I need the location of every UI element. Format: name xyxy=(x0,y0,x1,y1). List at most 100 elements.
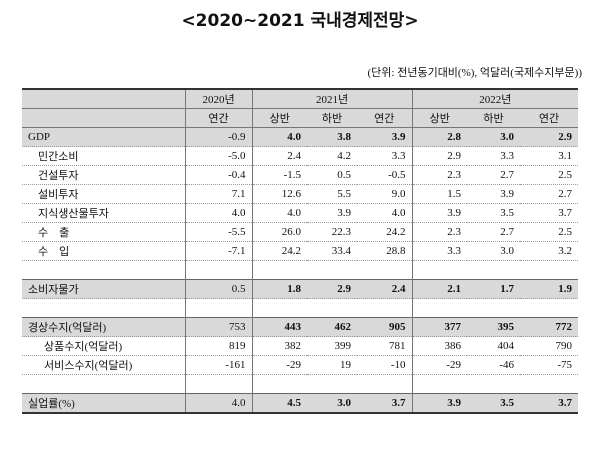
value-cell: 2.9 xyxy=(411,146,468,166)
value-cell: -0.9 xyxy=(184,127,252,147)
value-cell: -5.0 xyxy=(184,146,252,166)
value-cell: -10 xyxy=(357,355,413,375)
header-cell xyxy=(22,108,185,128)
empty-cell xyxy=(251,260,307,280)
data-row: GDP -0.9 4.0 3.8 3.9 2.8 3.0 2.9 xyxy=(22,127,579,147)
data-row: 수 입 -7.1 24.2 33.4 28.8 3.3 3.0 3.2 xyxy=(22,241,579,261)
empty-cell xyxy=(307,260,357,280)
spacer-row xyxy=(22,298,579,318)
value-cell: -5.5 xyxy=(184,222,252,242)
period-header: 연간 xyxy=(357,108,413,128)
value-cell: 3.8 xyxy=(307,127,357,147)
value-cell: 2.8 xyxy=(411,127,468,147)
period-header: 상반 xyxy=(411,108,468,128)
value-cell: 2.7 xyxy=(520,184,579,204)
empty-cell xyxy=(520,260,579,280)
value-cell: 3.2 xyxy=(520,241,579,261)
value-cell: 3.0 xyxy=(307,393,357,414)
empty-cell xyxy=(307,298,357,318)
value-cell: 3.0 xyxy=(467,127,521,147)
value-cell: 2.4 xyxy=(357,279,413,299)
empty-cell xyxy=(520,374,579,394)
data-row: 상품수지(억달러) 819 382 399 781 386 404 790 xyxy=(22,336,579,356)
value-cell: 3.9 xyxy=(357,127,413,147)
empty-cell xyxy=(467,298,521,318)
value-cell: 2.4 xyxy=(251,146,307,166)
row-label: 설비투자 xyxy=(22,184,185,204)
value-cell: 905 xyxy=(357,317,413,337)
row-label: 상품수지(억달러) xyxy=(22,336,185,356)
value-cell: 2.7 xyxy=(467,222,521,242)
year-header: 2021년 xyxy=(251,88,413,109)
spacer-row xyxy=(22,374,579,394)
value-cell: 24.2 xyxy=(251,241,307,261)
empty-cell xyxy=(251,298,307,318)
value-cell: -29 xyxy=(411,355,468,375)
data-row: 건설투자 -0.4 -1.5 0.5 -0.5 2.3 2.7 2.5 xyxy=(22,165,579,185)
empty-cell xyxy=(520,298,579,318)
value-cell: 3.5 xyxy=(467,393,521,414)
value-cell: -0.4 xyxy=(184,165,252,185)
value-cell: 4.0 xyxy=(251,203,307,223)
value-cell: 4.0 xyxy=(251,127,307,147)
value-cell: -161 xyxy=(184,355,252,375)
data-row: 실업률(%) 4.0 4.5 3.0 3.7 3.9 3.5 3.7 xyxy=(22,393,579,414)
empty-cell xyxy=(357,374,413,394)
row-label: 실업률(%) xyxy=(22,393,185,414)
row-label: 수 입 xyxy=(22,241,185,261)
value-cell: 1.7 xyxy=(467,279,521,299)
value-cell: 790 xyxy=(520,336,579,356)
data-row: 지식생산물투자 4.0 4.0 3.9 4.0 3.9 3.5 3.7 xyxy=(22,203,579,223)
period-header: 하반 xyxy=(307,108,357,128)
empty-cell xyxy=(22,374,185,394)
value-cell: 3.0 xyxy=(467,241,521,261)
value-cell: 399 xyxy=(307,336,357,356)
value-cell: 3.7 xyxy=(520,393,579,414)
value-cell: 28.8 xyxy=(357,241,413,261)
value-cell: 443 xyxy=(251,317,307,337)
value-cell: 377 xyxy=(411,317,468,337)
empty-cell xyxy=(184,298,252,318)
value-cell: 753 xyxy=(184,317,252,337)
value-cell: -7.1 xyxy=(184,241,252,261)
value-cell: 24.2 xyxy=(357,222,413,242)
value-cell: 3.1 xyxy=(520,146,579,166)
value-cell: -0.5 xyxy=(357,165,413,185)
period-header: 연간 xyxy=(520,108,579,128)
empty-cell xyxy=(467,374,521,394)
value-cell: 4.0 xyxy=(184,393,252,414)
value-cell: 9.0 xyxy=(357,184,413,204)
empty-cell xyxy=(22,298,185,318)
value-cell: 33.4 xyxy=(307,241,357,261)
value-cell: 26.0 xyxy=(251,222,307,242)
data-row: 서비스수지(억달러) -161 -29 19 -10 -29 -46 -75 xyxy=(22,355,579,375)
title: <2020~2021 국내경제전망> xyxy=(181,11,419,31)
value-cell: 404 xyxy=(467,336,521,356)
spacer-row xyxy=(22,260,579,280)
row-label: 서비스수지(억달러) xyxy=(22,355,185,375)
value-cell: 1.9 xyxy=(520,279,579,299)
unit-note: (단위: 전년동기대비(%), 억달러(국제수지부문)) xyxy=(367,67,583,79)
value-cell: 386 xyxy=(411,336,468,356)
header-row: 2020년 2021년 2022년 xyxy=(22,88,579,109)
value-cell: 1.8 xyxy=(251,279,307,299)
value-cell: 3.3 xyxy=(467,146,521,166)
data-row: 설비투자 7.1 12.6 5.5 9.0 1.5 3.9 2.7 xyxy=(22,184,579,204)
empty-cell xyxy=(251,374,307,394)
value-cell: 3.9 xyxy=(411,203,468,223)
value-cell: -75 xyxy=(520,355,579,375)
value-cell: 1.5 xyxy=(411,184,468,204)
value-cell: 19 xyxy=(307,355,357,375)
value-cell: 3.7 xyxy=(520,203,579,223)
empty-cell xyxy=(22,260,185,280)
value-cell: 22.3 xyxy=(307,222,357,242)
empty-cell xyxy=(307,374,357,394)
data-row: 소비자물가 0.5 1.8 2.9 2.4 2.1 1.7 1.9 xyxy=(22,279,579,299)
header-cell xyxy=(22,88,185,109)
value-cell: 4.0 xyxy=(184,203,252,223)
data-row: 경상수지(억달러) 753 443 462 905 377 395 772 xyxy=(22,317,579,337)
value-cell: 3.5 xyxy=(467,203,521,223)
empty-cell xyxy=(411,374,468,394)
value-cell: 0.5 xyxy=(307,165,357,185)
